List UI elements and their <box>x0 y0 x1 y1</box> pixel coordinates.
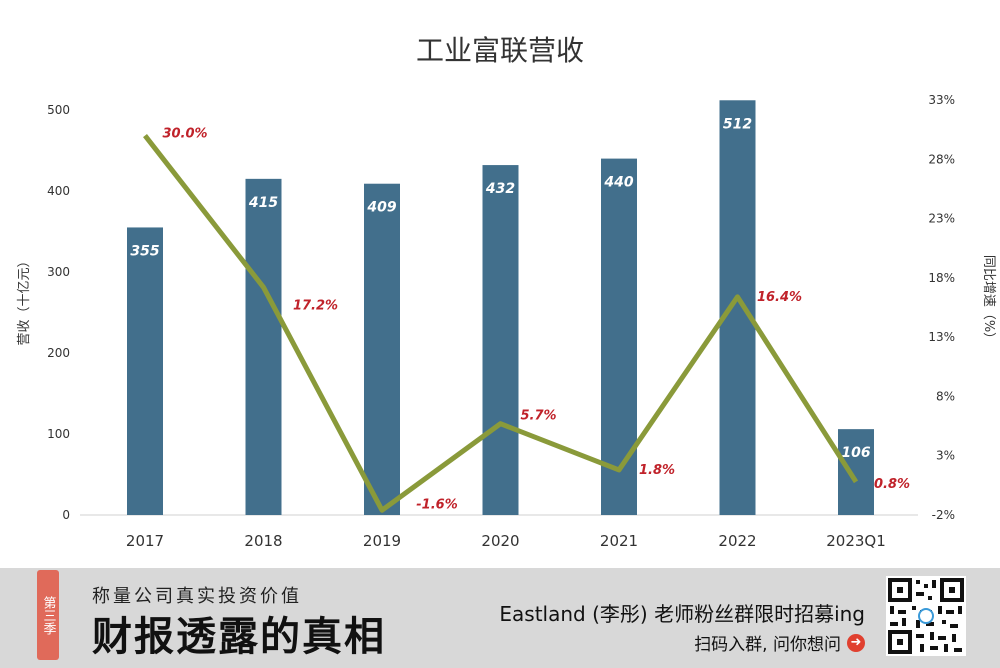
y-tick-right: 33% <box>928 93 955 107</box>
x-tick-label: 2018 <box>244 532 282 550</box>
chart: 工业富联营收 0 100 200 300 400 500 -2% 3% 8% 13% 18% 23%… <box>17 34 996 550</box>
bar <box>364 183 400 515</box>
bar-value-label: 432 <box>485 181 515 197</box>
y-tick-left: 100 <box>47 427 70 441</box>
banner-slogan: 称量公司真实投资价值 <box>92 586 302 607</box>
y-tick-left: 0 <box>62 508 70 522</box>
y-tick-left: 200 <box>47 346 70 360</box>
bar <box>838 429 874 515</box>
arrow-right-icon[interactable]: ➜ <box>847 633 865 652</box>
growth-value-label: 0.8% <box>874 477 910 492</box>
growth-value-label: 17.2% <box>293 298 338 313</box>
chart-title: 工业富联营收 <box>416 34 584 67</box>
footer-banner <box>0 568 1000 668</box>
bar <box>719 100 756 515</box>
x-tick-label: 2022 <box>718 532 756 550</box>
growth-value-label: 5.7% <box>520 409 556 424</box>
bar-series: 355 415 409 432 440 512 106 <box>127 100 874 515</box>
growth-value-label: 30.0% <box>162 127 207 142</box>
growth-value-label: -1.6% <box>416 497 457 512</box>
season-badge: 第三季 <box>37 570 59 660</box>
y-axis-right-label: 同比增速（%） <box>981 255 996 345</box>
y-axis-left-label: 营收（十亿元） <box>17 254 32 345</box>
banner-brand: 财报透露的真相 <box>92 613 386 660</box>
y-tick-left: 400 <box>47 184 70 198</box>
y-tick-right: 23% <box>928 212 955 226</box>
y-tick-right: 13% <box>928 330 955 344</box>
x-tick-label: 2020 <box>481 532 519 550</box>
y-tick-right: 8% <box>936 389 955 403</box>
x-tick-label: 2017 <box>126 532 164 550</box>
x-tick-label: 2019 <box>363 532 401 550</box>
bar-value-label: 512 <box>723 116 752 132</box>
y-axis-left: 0 100 200 300 400 500 <box>47 103 70 522</box>
bar-value-label: 415 <box>248 195 278 211</box>
scan-label: 扫码入群, 问你想问 <box>694 635 841 655</box>
growth-line <box>143 134 859 513</box>
bar <box>482 165 519 515</box>
y-axis-right: -2% 3% 8% 13% 18% 23% 28% 33% <box>928 93 955 522</box>
y-tick-right: 28% <box>928 152 955 166</box>
y-tick-right: -2% <box>932 508 955 522</box>
y-tick-left: 300 <box>47 265 70 279</box>
bar <box>127 227 163 515</box>
y-tick-right: 18% <box>928 271 955 285</box>
qr-code-icon[interactable] <box>886 576 966 656</box>
bar <box>601 158 637 515</box>
x-tick-label: 2023Q1 <box>826 532 886 550</box>
y-tick-left: 500 <box>47 103 70 117</box>
bar <box>245 178 282 515</box>
growth-value-label: 1.8% <box>639 463 675 478</box>
y-tick-right: 3% <box>936 449 955 463</box>
x-axis: 2017 2018 2019 2020 2021 2022 2023Q1 <box>126 532 886 550</box>
bar-value-label: 409 <box>366 200 396 216</box>
banner-recruit-text: Eastland (李彤) 老师粉丝群限时招募ing <box>499 602 865 626</box>
banner-scan-text[interactable]: 扫码入群, 问你想问 ➜ <box>694 630 865 655</box>
x-tick-label: 2021 <box>600 532 638 550</box>
growth-line-series: 30.0% 17.2% -1.6% 5.7% 1.8% 16.4% 0.8% <box>143 127 910 513</box>
bar-value-label: 440 <box>603 175 633 191</box>
bar-value-label: 106 <box>841 445 870 461</box>
growth-value-label: 16.4% <box>757 290 802 305</box>
bar-value-label: 355 <box>130 243 159 259</box>
